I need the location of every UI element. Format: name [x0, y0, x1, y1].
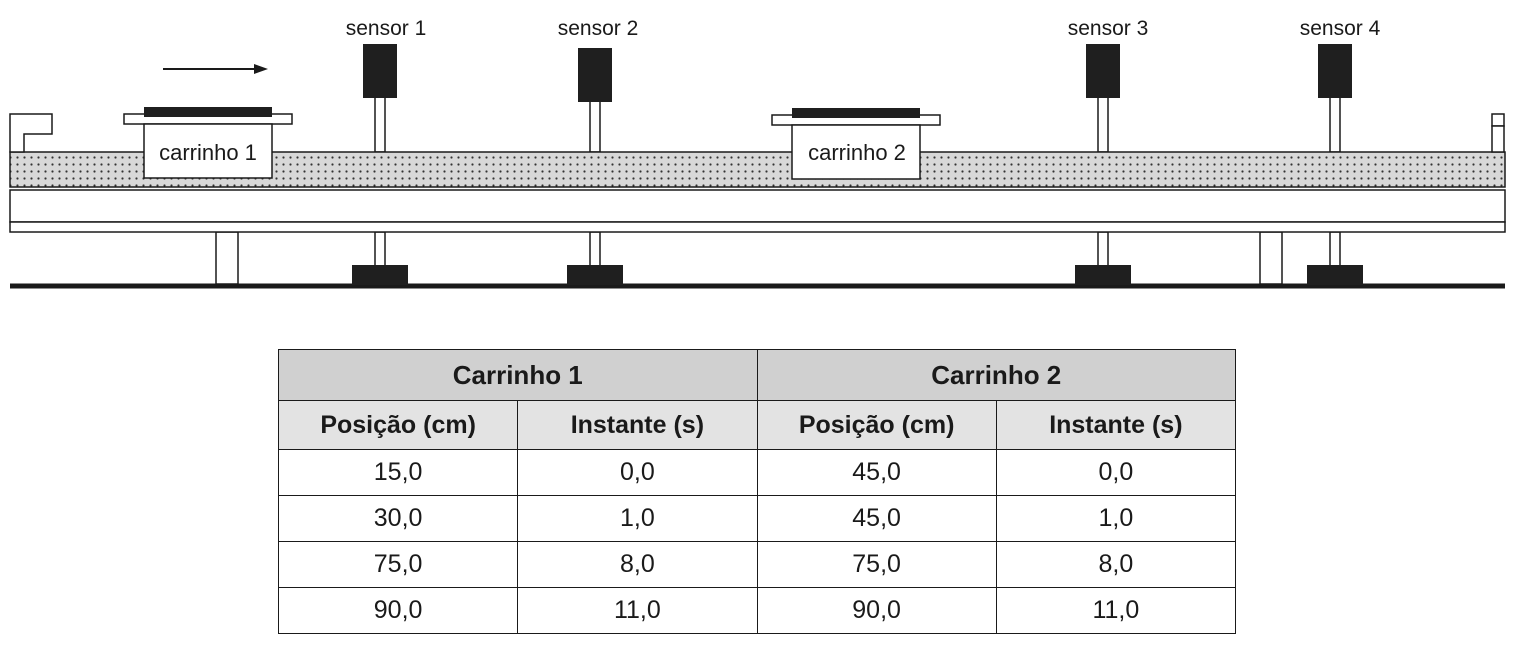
table-cell: 8,0 — [517, 541, 758, 588]
column-header: Instante (s) — [517, 400, 758, 450]
table-cell: 0,0 — [995, 449, 1237, 496]
column-header: Instante (s) — [995, 400, 1237, 450]
cart-2-top-plate — [792, 108, 920, 118]
sensor-2 — [567, 48, 623, 285]
cart-2-label: carrinho 2 — [808, 140, 906, 165]
left-end-stop — [9, 113, 53, 153]
cart-2-body — [791, 124, 921, 180]
table-group-header-row: Carrinho 1 Carrinho 2 — [278, 349, 1236, 401]
table-cell: 11,0 — [517, 587, 758, 634]
track-leg-left — [215, 231, 239, 285]
table-cell: 8,0 — [995, 541, 1237, 588]
cart-1-body — [143, 123, 273, 179]
track-base-plate — [9, 221, 1506, 233]
table-cell: 0,0 — [517, 449, 758, 496]
cart-1 — [123, 107, 293, 179]
sensor-2-label: sensor 2 — [558, 17, 639, 40]
sensor-2-base — [567, 265, 623, 285]
direction-arrow-icon — [163, 64, 268, 74]
sensor-3-label: sensor 3 — [1068, 17, 1149, 40]
right-end-stop — [1491, 113, 1505, 153]
table-cell: 90,0 — [756, 587, 997, 634]
sensor-3-head — [1086, 44, 1120, 98]
table-cell: 75,0 — [277, 541, 519, 588]
cart-2 — [771, 108, 941, 180]
sensor-1 — [352, 44, 408, 285]
measurements-table: Carrinho 1 Carrinho 2 Posição (cm) Insta… — [277, 349, 1237, 634]
column-header: Posição (cm) — [756, 400, 997, 450]
sensor-4-label: sensor 4 — [1300, 17, 1381, 40]
table-row: 75,0 8,0 75,0 8,0 — [277, 541, 1237, 588]
track-beam — [9, 189, 1506, 223]
sensor-1-base — [352, 265, 408, 285]
track-legs — [215, 231, 1283, 285]
sensor-1-head — [363, 44, 397, 98]
sensor-4-base — [1307, 265, 1363, 285]
cart-1-label: carrinho 1 — [159, 140, 257, 165]
table-row: 30,0 1,0 45,0 1,0 — [277, 495, 1237, 542]
sensor-1-label: sensor 1 — [346, 17, 427, 40]
table-cell: 90,0 — [277, 587, 519, 634]
air-track-diagram: sensor 1 sensor 2 sensor 3 sensor 4 carr… — [9, 17, 1506, 289]
table-cell: 45,0 — [756, 449, 997, 496]
table-cell: 15,0 — [277, 449, 519, 496]
sensor-2-head — [578, 48, 612, 102]
table-cell: 11,0 — [995, 587, 1237, 634]
sensor-3-base — [1075, 265, 1131, 285]
table-cell: 45,0 — [756, 495, 997, 542]
table-cell: 1,0 — [517, 495, 758, 542]
sensor-4 — [1307, 44, 1363, 285]
sensor-4-head — [1318, 44, 1352, 98]
table-column-header-row: Posição (cm) Instante (s) Posição (cm) I… — [277, 400, 1237, 450]
table-cell: 1,0 — [995, 495, 1237, 542]
track-leg-right — [1259, 231, 1283, 285]
table-row: 90,0 11,0 90,0 11,0 — [277, 587, 1237, 634]
group-header-cart-1: Carrinho 1 — [278, 349, 758, 401]
cart-1-top-plate — [144, 107, 272, 117]
table-cell: 75,0 — [756, 541, 997, 588]
table-row: 15,0 0,0 45,0 0,0 — [277, 449, 1237, 496]
group-header-cart-2: Carrinho 2 — [756, 349, 1236, 401]
column-header: Posição (cm) — [277, 400, 519, 450]
table-cell: 30,0 — [277, 495, 519, 542]
